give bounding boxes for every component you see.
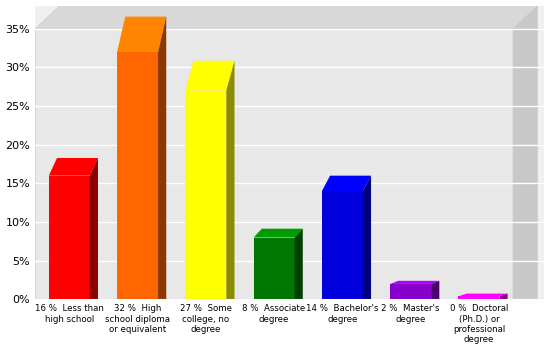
Polygon shape <box>185 91 226 299</box>
Polygon shape <box>35 6 537 29</box>
Polygon shape <box>390 281 439 284</box>
Polygon shape <box>322 191 363 299</box>
Polygon shape <box>499 294 508 299</box>
Polygon shape <box>513 6 537 299</box>
Polygon shape <box>49 158 98 176</box>
Polygon shape <box>158 16 166 299</box>
Polygon shape <box>295 229 303 299</box>
Polygon shape <box>459 296 499 299</box>
Polygon shape <box>49 176 90 299</box>
Polygon shape <box>90 158 98 299</box>
Polygon shape <box>431 281 439 299</box>
Polygon shape <box>459 294 508 296</box>
Polygon shape <box>226 61 234 299</box>
Polygon shape <box>35 29 513 299</box>
Polygon shape <box>363 176 371 299</box>
Polygon shape <box>117 16 166 52</box>
Polygon shape <box>254 238 295 299</box>
Polygon shape <box>322 176 371 191</box>
Polygon shape <box>254 229 303 238</box>
Polygon shape <box>117 52 158 299</box>
Polygon shape <box>390 284 431 299</box>
Polygon shape <box>185 61 234 91</box>
